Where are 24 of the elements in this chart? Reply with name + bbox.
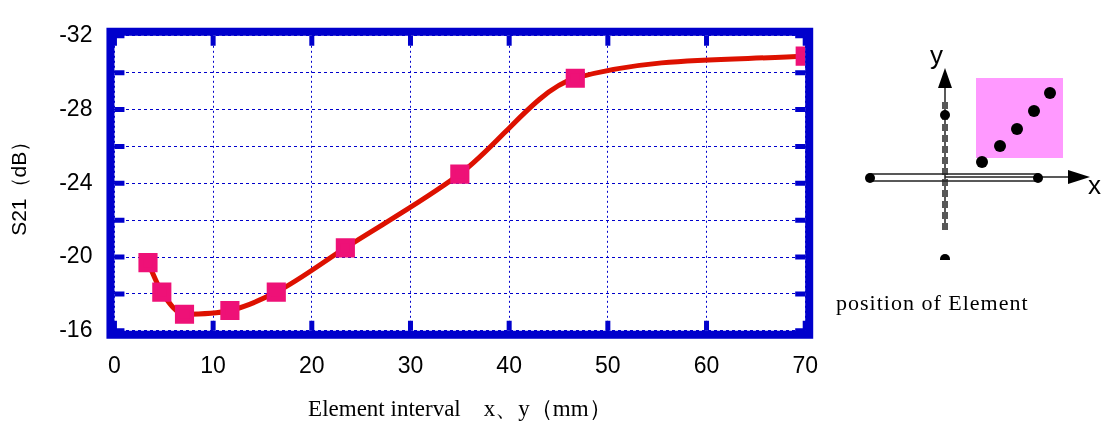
x-tick-label: 10 <box>200 351 226 378</box>
x-tick-label: 50 <box>595 351 621 378</box>
x-tick-label: 20 <box>299 351 325 378</box>
point <box>565 68 585 88</box>
x-axis-title: Element interval x、y（mm） <box>308 396 612 422</box>
point <box>335 238 355 258</box>
y-tick-label: -16 <box>59 316 93 343</box>
point <box>220 300 240 321</box>
y-axis-title: S21（dB） <box>7 130 31 236</box>
x-tick-label: 70 <box>792 351 819 378</box>
point <box>266 282 286 302</box>
x-tick-label: 30 <box>397 351 424 378</box>
x-tick-label: 60 <box>693 351 720 378</box>
text: position of Element <box>836 290 1029 316</box>
point <box>174 304 195 324</box>
point <box>450 164 470 184</box>
y-tick-label: -20 <box>59 242 93 269</box>
point <box>152 282 172 302</box>
y-tick-label: -28 <box>59 94 93 121</box>
x-tick-label: 0 <box>108 351 121 378</box>
y-tick-label: -32 <box>59 21 93 48</box>
point <box>138 253 158 273</box>
x-tick-label: 40 <box>496 351 522 378</box>
y-tick-label: -24 <box>59 168 93 195</box>
